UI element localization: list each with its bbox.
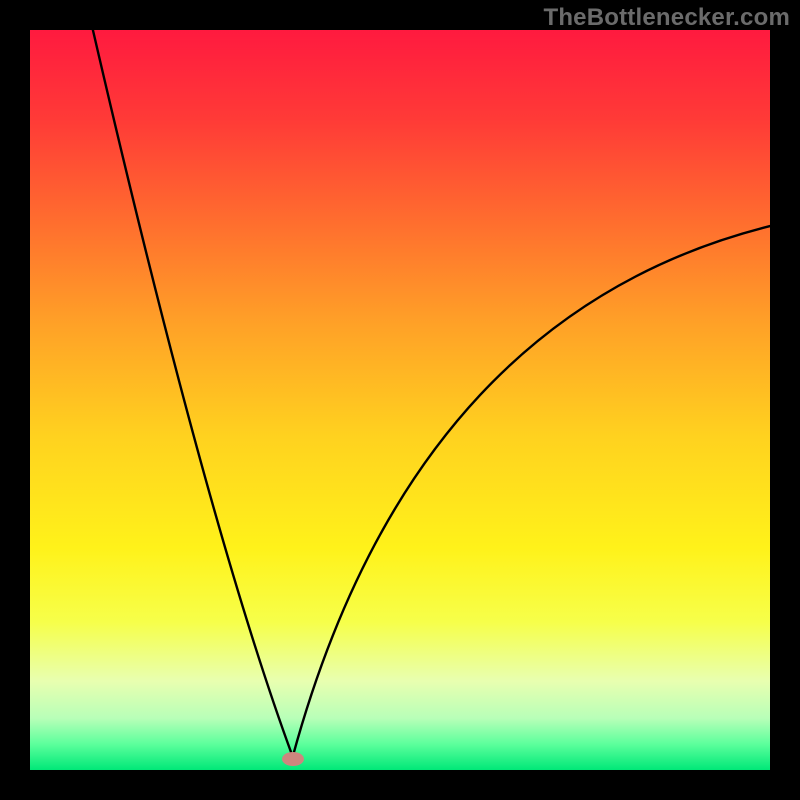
border-left bbox=[0, 0, 30, 800]
chart-frame: TheBottlenecker.com bbox=[0, 0, 800, 800]
border-right bbox=[770, 0, 800, 800]
optimum-marker bbox=[282, 752, 304, 766]
plot-area bbox=[30, 30, 770, 770]
watermark-text: TheBottlenecker.com bbox=[543, 4, 790, 32]
border-bottom bbox=[0, 770, 800, 800]
